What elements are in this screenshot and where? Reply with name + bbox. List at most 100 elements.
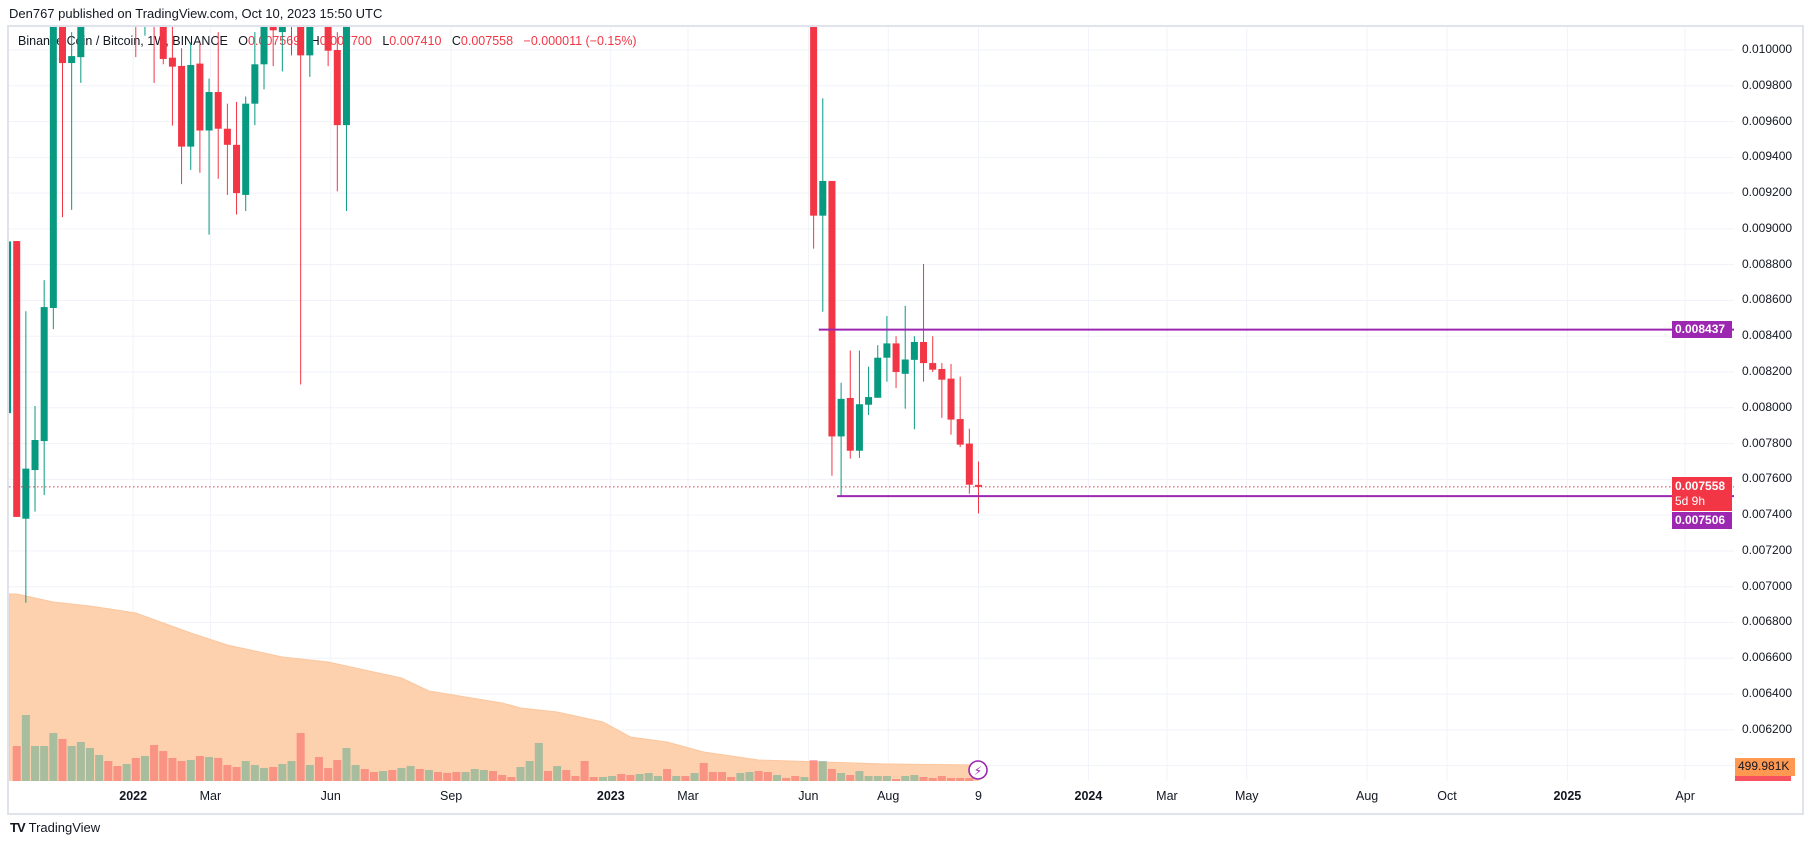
volume-bar bbox=[498, 774, 507, 781]
volume-bar bbox=[379, 771, 388, 781]
price-axis-label: 0.007400 bbox=[1742, 507, 1793, 522]
price-axis-label: 0.010000 bbox=[1742, 42, 1793, 56]
volume-bar bbox=[947, 777, 956, 781]
volume-bar bbox=[314, 757, 323, 781]
volume-bar bbox=[168, 757, 177, 781]
volume-bar bbox=[562, 769, 571, 781]
publisher-line: Den767 published on TradingView.com, Oct… bbox=[9, 6, 383, 21]
volume-bar bbox=[791, 776, 800, 781]
volume-bar bbox=[690, 772, 699, 781]
volume-bar bbox=[855, 771, 864, 781]
volume-bar bbox=[580, 761, 589, 781]
bar-countdown: 5d 9h bbox=[1675, 493, 1706, 508]
legend-symbol[interactable]: Binance Coin / Bitcoin, 1W, BINANCE bbox=[18, 34, 228, 48]
volume-bar bbox=[214, 757, 223, 781]
volume-bar bbox=[177, 761, 186, 781]
volume-bar bbox=[644, 772, 653, 781]
level-price-tag: 0.007506 bbox=[1672, 511, 1732, 529]
tradingview-logo-icon: TV bbox=[10, 820, 26, 835]
tradingview-logo-text: TradingView bbox=[28, 820, 101, 835]
price-axis-label: 0.008600 bbox=[1742, 292, 1793, 307]
volume-bar bbox=[800, 777, 809, 781]
volume-bar bbox=[21, 714, 30, 781]
volume-bar bbox=[397, 767, 406, 781]
volume-bar bbox=[608, 776, 617, 781]
time-axis-label: Oct bbox=[1437, 789, 1457, 803]
volume-bar bbox=[278, 764, 287, 781]
volume-bars bbox=[12, 714, 974, 781]
volume-bar bbox=[351, 764, 360, 781]
volume-bar bbox=[571, 776, 580, 781]
volume-bar bbox=[195, 756, 204, 781]
current-price-tag: 0.007558 5d 9h bbox=[1672, 476, 1732, 511]
time-axis-label: 2022 bbox=[119, 789, 148, 803]
price-axis-label: 0.009400 bbox=[1742, 149, 1793, 164]
legend-close-label: C bbox=[451, 34, 461, 48]
volume-bar bbox=[205, 757, 214, 781]
volume-bar bbox=[369, 772, 378, 781]
time-axis-label: 2025 bbox=[1553, 789, 1582, 803]
volume-bar bbox=[360, 769, 369, 781]
legend-high: 0.007700 bbox=[319, 34, 372, 48]
time-axis-label: Mar bbox=[1156, 789, 1178, 803]
volume-bar bbox=[489, 771, 498, 781]
time-axis-label: Sep bbox=[440, 789, 463, 803]
tradingview-logo[interactable]: TV TradingView bbox=[10, 820, 100, 835]
volume-bar bbox=[892, 779, 901, 781]
volume-bar bbox=[965, 777, 974, 781]
volume-bar bbox=[782, 777, 791, 781]
price-axis-label: 0.009000 bbox=[1742, 220, 1793, 235]
volume-bar bbox=[40, 746, 49, 781]
volume-bar bbox=[708, 772, 717, 781]
legend-change: −0.000011 (−0.15%) bbox=[523, 34, 637, 48]
time-axis-label: Jun bbox=[320, 789, 341, 803]
volume-bar bbox=[882, 776, 891, 781]
volume-bar bbox=[598, 777, 607, 781]
volume-bar bbox=[452, 772, 461, 781]
volume-bar bbox=[699, 762, 708, 781]
price-axis-label: 0.008800 bbox=[1742, 256, 1793, 271]
volume-bar bbox=[104, 761, 113, 781]
current-price-value: 0.007558 bbox=[1675, 478, 1726, 493]
volume-bar bbox=[95, 754, 104, 781]
volume-bar bbox=[745, 772, 754, 781]
time-axis-label: Aug bbox=[1356, 789, 1379, 803]
volume-bar bbox=[58, 739, 67, 781]
volume-bar bbox=[718, 772, 727, 781]
volume-bar bbox=[131, 757, 140, 781]
legend-close: 0.007558 bbox=[460, 34, 514, 48]
volume-bar bbox=[434, 772, 443, 781]
price-axis-label: 0.009600 bbox=[1742, 113, 1793, 128]
volume-bar bbox=[901, 776, 910, 781]
volume-bar bbox=[617, 774, 626, 781]
volume-tag-partial bbox=[1735, 776, 1791, 781]
volume-bar bbox=[269, 767, 278, 781]
price-axis-label: 0.007600 bbox=[1742, 471, 1793, 486]
volume-bar bbox=[763, 772, 772, 781]
price-axis-label: 0.008400 bbox=[1742, 328, 1793, 343]
volume-bar bbox=[553, 766, 562, 781]
legend-high-label: H bbox=[310, 34, 320, 48]
volume-bar bbox=[232, 767, 241, 781]
realtime-marker[interactable] bbox=[968, 760, 988, 780]
volume-bar bbox=[956, 777, 965, 781]
volume-bar bbox=[296, 732, 305, 781]
volume-bar bbox=[76, 742, 85, 781]
volume-bar bbox=[415, 769, 424, 781]
time-axis-label: 9 bbox=[975, 789, 982, 803]
volume-bar bbox=[864, 776, 873, 781]
volume-bar bbox=[809, 759, 818, 781]
volume-bar bbox=[846, 774, 855, 781]
volume-bar bbox=[937, 776, 946, 781]
volume-bar bbox=[626, 774, 635, 781]
volume-bar bbox=[305, 764, 314, 781]
time-axis-label: 2023 bbox=[596, 789, 625, 803]
volume-bar bbox=[250, 764, 259, 781]
volume-bar bbox=[928, 777, 937, 781]
legend-open-label: O bbox=[238, 34, 249, 48]
volume-bar bbox=[113, 766, 122, 781]
volume-bar bbox=[122, 764, 131, 781]
volume-bar bbox=[67, 746, 76, 781]
volume-bar bbox=[681, 776, 690, 781]
